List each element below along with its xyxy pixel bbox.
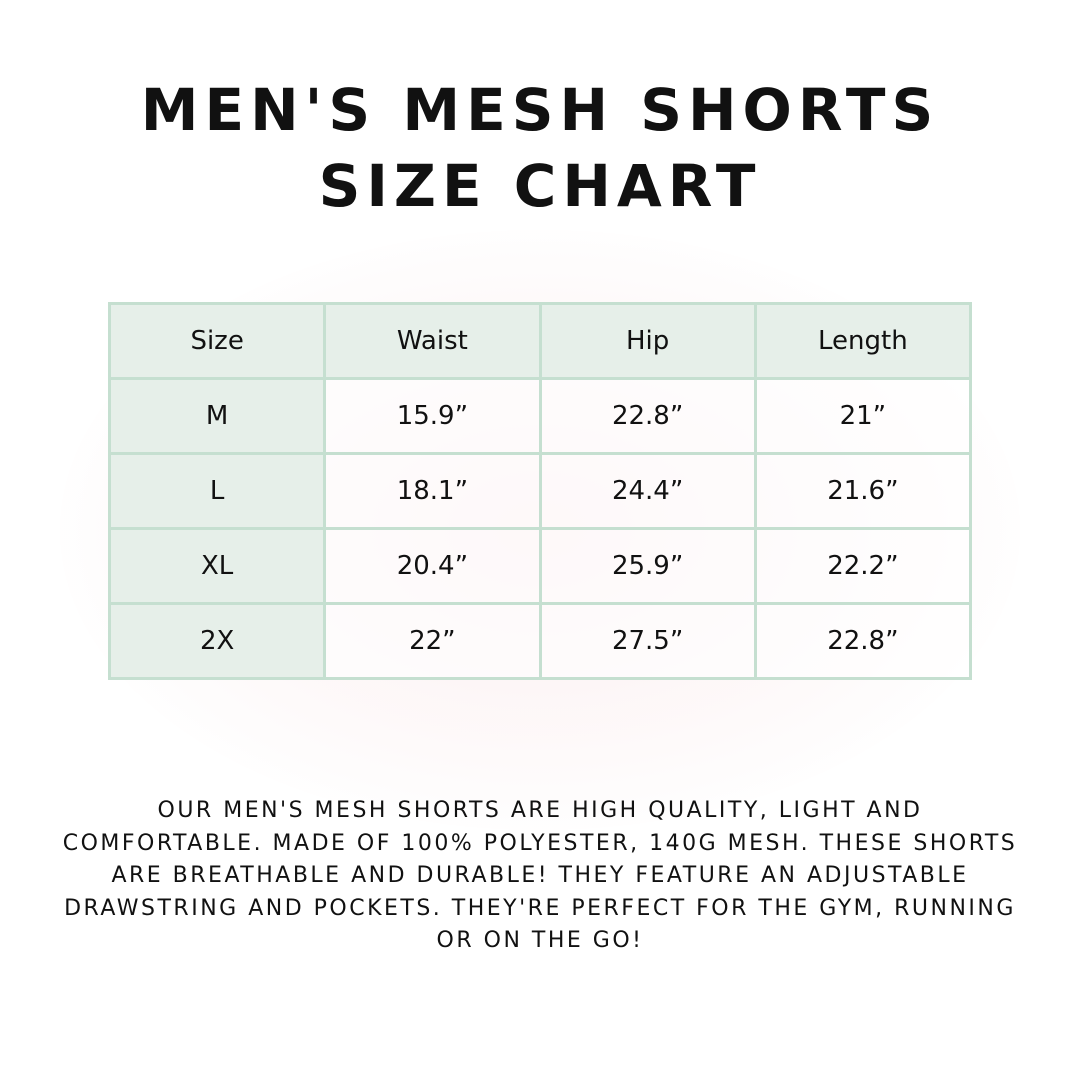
hip-cell: 25.9” [538, 527, 757, 605]
header-cell: Length [753, 302, 973, 380]
waist-cell: 22” [323, 602, 542, 680]
table-row: XL 20.4” 25.9” 22.2” [107, 527, 973, 605]
page-title: Men's Mesh Shorts Size Chart [0, 72, 1080, 224]
product-description: Our men's mesh shorts are high quality, … [62, 798, 1018, 953]
title-line-1: Men's Mesh Shorts [140, 76, 940, 144]
header-cell: Hip [538, 302, 757, 380]
table-row: M 15.9” 22.8” 21” [107, 377, 973, 455]
header-cell: Size [107, 302, 327, 380]
hip-cell: 27.5” [538, 602, 757, 680]
table-row: L 18.1” 24.4” 21.6” [107, 452, 973, 530]
length-cell: 22.8” [753, 602, 973, 680]
length-cell: 21.6” [753, 452, 973, 530]
title-line-2: Size Chart [318, 152, 762, 220]
size-cell: 2X [107, 602, 327, 680]
size-cell: XL [107, 527, 327, 605]
header-cell: Waist [323, 302, 542, 380]
length-cell: 22.2” [753, 527, 973, 605]
length-cell: 21” [753, 377, 973, 455]
hip-cell: 24.4” [538, 452, 757, 530]
size-chart-table: Size Waist Hip Length M 15.9” 22.8” 21” … [107, 302, 973, 680]
table-row: 2X 22” 27.5” 22.8” [107, 602, 973, 680]
size-cell: L [107, 452, 327, 530]
hip-cell: 22.8” [538, 377, 757, 455]
waist-cell: 20.4” [323, 527, 542, 605]
size-cell: M [107, 377, 327, 455]
waist-cell: 18.1” [323, 452, 542, 530]
waist-cell: 15.9” [323, 377, 542, 455]
table-header-row: Size Waist Hip Length [107, 302, 973, 380]
